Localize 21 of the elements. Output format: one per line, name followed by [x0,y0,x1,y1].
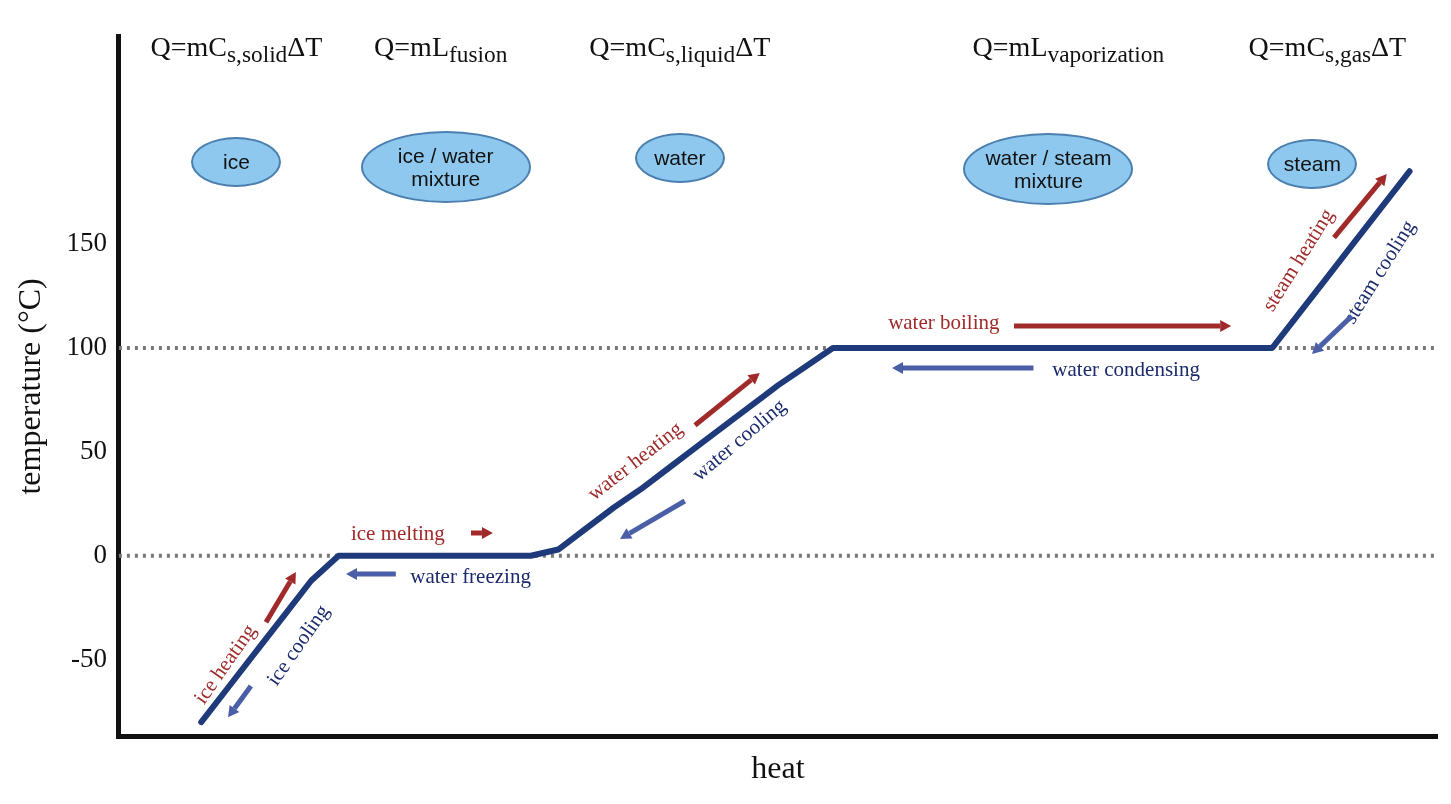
y-tick-label: 0 [93,538,107,569]
annotation: water boiling [888,310,1000,335]
annotation: Q=mC$_{s,solid}$ΔT [150,31,323,69]
annotation: water [654,146,706,170]
y-axis-title: temperature (°C) [10,278,47,495]
y-tick-label: -50 [70,642,107,673]
annotation: water / steam mixture [984,145,1113,193]
annotation: steam [1283,152,1342,176]
annotation: Q=mC$_{s,gas}$ΔT [1248,31,1407,69]
annotation: ice melting [350,521,445,546]
y-tick-label: 100 [66,331,107,362]
annotation: water freezing [410,564,531,589]
x-axis-title: heat [751,749,805,786]
annotation: water condensing [1052,357,1200,382]
annotation: Q=mL$_{fusion}$ [374,31,508,69]
annotation: Q=mL$_{vaporization}$ [972,31,1165,69]
y-tick-label: 50 [79,434,107,465]
annotation: ice [223,150,250,174]
annotation: ice / water mixture [396,144,495,191]
y-tick-label: 150 [66,227,107,258]
annotation: Q=mC$_{s,liquid}$ΔT [589,31,771,69]
